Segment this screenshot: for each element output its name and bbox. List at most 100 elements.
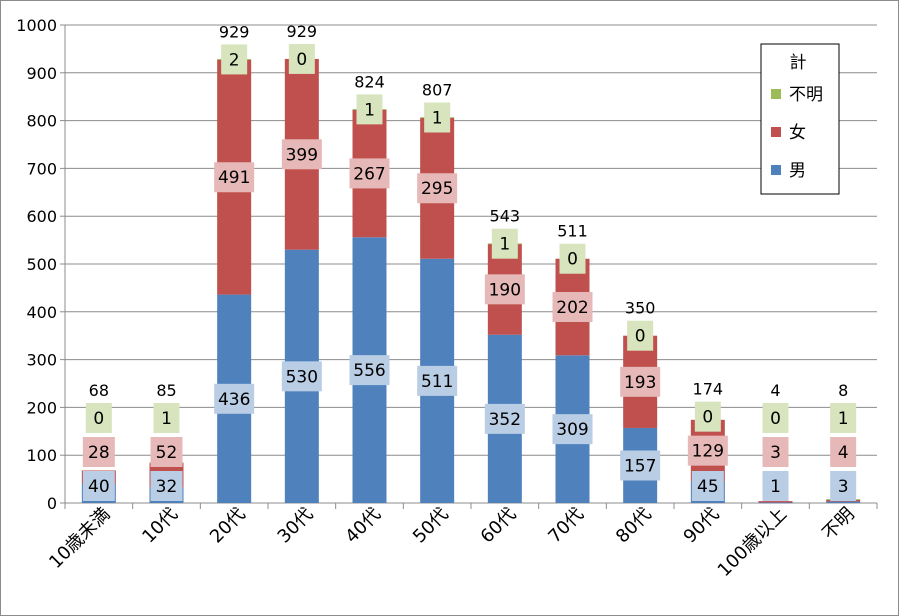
data-label-box xyxy=(830,471,857,501)
y-tick-label: 800 xyxy=(26,112,57,131)
data-label: 193 xyxy=(624,373,656,393)
data-label: 52 xyxy=(156,443,178,463)
x-category-label: 60代 xyxy=(477,504,521,548)
data-label-box xyxy=(356,94,383,125)
data-label: 0 xyxy=(93,409,104,429)
bar-segment-女 xyxy=(758,501,793,503)
y-tick-label: 1000 xyxy=(16,16,57,35)
total-label: 807 xyxy=(422,80,453,99)
x-category-label: 10歳未満 xyxy=(45,504,114,573)
data-label: 511 xyxy=(421,372,453,392)
data-label: 4 xyxy=(838,443,849,463)
legend-title: 計 xyxy=(790,53,807,73)
data-label: 40 xyxy=(88,477,110,497)
data-label: 3 xyxy=(770,443,781,463)
x-category-label: 40代 xyxy=(341,504,385,548)
data-label: 1 xyxy=(770,477,781,497)
data-label: 32 xyxy=(156,477,178,497)
data-label-box xyxy=(762,403,789,433)
data-label-box xyxy=(150,471,183,501)
data-label-box xyxy=(214,162,255,193)
data-label: 352 xyxy=(489,410,521,430)
data-label-box xyxy=(281,139,322,170)
data-label: 556 xyxy=(353,361,385,381)
data-label-box xyxy=(830,403,857,433)
bars xyxy=(81,58,861,504)
data-label: 0 xyxy=(567,250,578,270)
x-category-label: 100歳以上 xyxy=(714,504,791,581)
bar-segment-男 xyxy=(826,501,861,503)
data-label-box xyxy=(552,414,593,445)
x-category-label: 50代 xyxy=(409,504,453,548)
data-label-box xyxy=(82,471,115,501)
total-labels: 68 85 929 929 824 807 543 511 350 174 4 8 xyxy=(89,22,849,400)
data-label-box xyxy=(484,274,525,305)
legend-swatch xyxy=(771,89,781,99)
data-label: 202 xyxy=(556,298,588,318)
data-label: 2 xyxy=(229,50,240,70)
total-label: 929 xyxy=(219,22,250,41)
gridlines xyxy=(65,24,877,504)
y-tick-label: 700 xyxy=(26,159,57,178)
data-label: 309 xyxy=(556,420,588,440)
data-label-box xyxy=(424,102,451,133)
y-tick-label: 0 xyxy=(47,494,57,513)
data-label-box xyxy=(484,403,525,434)
y-tick-label: 400 xyxy=(26,303,57,322)
data-label-box xyxy=(153,403,180,433)
data-label-box xyxy=(491,228,518,259)
data-label-box xyxy=(620,366,661,397)
data-label: 129 xyxy=(692,442,724,462)
data-label: 1 xyxy=(499,235,510,255)
data-label-box xyxy=(85,403,112,433)
total-label: 68 xyxy=(89,381,109,400)
data-label-box xyxy=(694,401,721,432)
data-label: 190 xyxy=(489,280,521,300)
data-label-box xyxy=(830,437,857,467)
y-tick-label: 300 xyxy=(26,351,57,370)
data-label: 1 xyxy=(364,100,375,120)
data-label-box xyxy=(552,292,593,323)
data-label-box xyxy=(281,361,322,392)
data-label-box xyxy=(150,437,183,467)
total-label: 174 xyxy=(693,380,724,399)
data-label-box xyxy=(349,158,390,189)
x-category-label: 20代 xyxy=(206,504,250,548)
data-label: 3 xyxy=(838,477,849,497)
data-label-box xyxy=(417,365,458,396)
y-tick-label: 100 xyxy=(26,446,57,465)
data-labels: 4028032521436491253039905562671511295135… xyxy=(82,43,857,501)
legend-entry: 男 xyxy=(789,161,806,181)
data-label-box xyxy=(221,44,248,75)
legend-swatch xyxy=(771,127,781,137)
data-label: 0 xyxy=(635,327,646,347)
data-label-box xyxy=(762,471,789,501)
data-label: 295 xyxy=(421,179,453,199)
y-tick-label: 200 xyxy=(26,398,57,417)
total-label: 929 xyxy=(287,22,318,41)
data-label-box xyxy=(691,471,724,501)
data-label-box xyxy=(288,43,315,74)
total-label: 350 xyxy=(625,299,656,318)
y-axis: 0 100 200 300 400 500 600 700 800 900 1000 xyxy=(16,16,66,513)
total-label: 824 xyxy=(354,72,385,91)
data-label: 0 xyxy=(702,408,713,428)
x-category-label: 80代 xyxy=(612,504,656,548)
data-label-box xyxy=(417,173,458,204)
x-category-label: 30代 xyxy=(274,504,318,548)
data-label-box xyxy=(559,243,586,274)
x-category-label: 70代 xyxy=(544,504,588,548)
data-label: 491 xyxy=(218,168,250,188)
data-label: 436 xyxy=(218,390,250,410)
y-tick-label: 600 xyxy=(26,207,57,226)
data-label: 157 xyxy=(624,456,656,476)
data-label: 1 xyxy=(432,108,443,128)
total-label: 8 xyxy=(838,381,848,400)
data-label-box xyxy=(82,437,115,467)
data-label: 28 xyxy=(88,443,110,463)
total-label: 85 xyxy=(156,381,176,400)
